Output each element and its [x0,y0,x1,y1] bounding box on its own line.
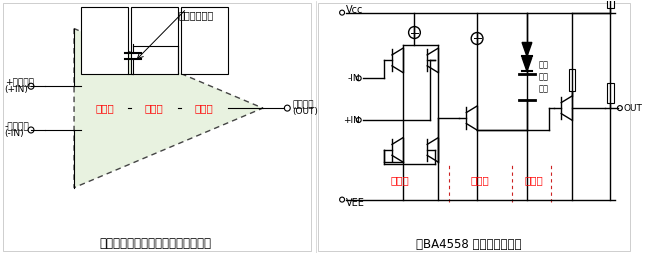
Text: +输人引脚: +输人引脚 [5,78,34,87]
Text: 『BA4558 内部等效电路』: 『BA4558 内部等效电路』 [415,238,521,251]
Text: +IN: +IN [342,116,360,124]
Bar [131,7,178,74]
Text: VEE: VEE [346,198,365,208]
Text: 相位补偿电容: 相位补偿电容 [179,11,214,21]
Bar [607,0,613,8]
Bar [181,7,228,74]
Text: 输出段: 输出段 [524,175,543,185]
Bar [568,69,575,91]
FancyBboxPatch shape [317,3,630,251]
Text: 输人段: 输人段 [390,175,409,185]
Text: (OUT): (OUT) [292,107,318,116]
Polygon shape [522,57,532,71]
FancyBboxPatch shape [3,3,311,251]
Text: 相位: 相位 [539,61,549,70]
Text: 输人段: 输人段 [95,103,114,113]
Text: (-IN): (-IN) [5,129,25,138]
Text: (+IN): (+IN) [5,85,28,94]
Text: 增益段: 增益段 [471,175,490,185]
Polygon shape [74,28,263,188]
Text: -输人引脚: -输人引脚 [5,122,30,131]
Polygon shape [522,42,532,56]
Bar [81,7,128,74]
Text: 输出引脚: 输出引脚 [292,100,313,109]
Text: -IN: -IN [347,74,360,83]
Text: 『普通运算放大器的内部电路结构』: 『普通运算放大器的内部电路结构』 [99,237,212,250]
Bar [607,83,613,103]
Text: 补偿: 补偿 [539,73,549,82]
Text: OUT: OUT [624,104,642,113]
Text: Vcc: Vcc [346,5,363,15]
Text: 电容: 电容 [539,85,549,94]
Text: 输出段: 输出段 [195,103,213,113]
Text: 增益段: 增益段 [145,103,164,113]
